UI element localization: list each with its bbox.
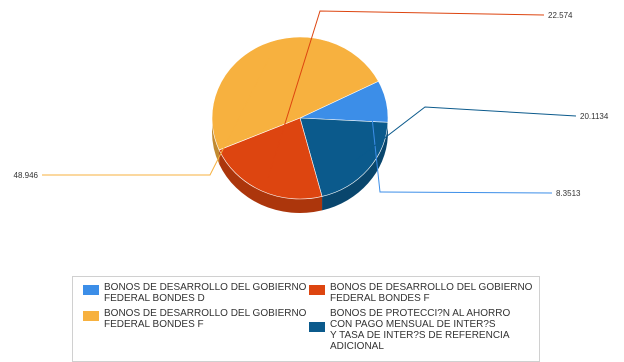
- legend-item-bondes-f-red: BONOS DE DESARROLLO DEL GOBIERNO FEDERAL…: [309, 282, 532, 304]
- data-label: 20.1134: [580, 112, 609, 121]
- leader-line: [370, 104, 553, 194]
- legend-item-bondes-f-yellow: BONOS DE DESARROLLO DEL GOBIERNO FEDERAL…: [83, 308, 306, 330]
- data-label: 8.3513: [556, 189, 581, 198]
- leader-line: [267, 10, 545, 178]
- data-labels: 8.3513 20.1134 22.574 48.946: [14, 11, 609, 198]
- pie-slice-side: [219, 149, 323, 213]
- leader-line: [355, 106, 577, 161]
- legend: BONOS DE DESARROLLO DEL GOBIERNO FEDERAL…: [72, 276, 540, 362]
- legend-swatch: [309, 285, 325, 295]
- legend-label: BONOS DE PROTECCI?N AL AHORRO CON PAGO M…: [330, 308, 511, 352]
- data-label: 22.574: [548, 11, 573, 20]
- legend-swatch: [83, 311, 99, 321]
- pie-slice-side: [322, 122, 388, 211]
- legend-swatch: [83, 285, 99, 295]
- leader-lines: [42, 10, 577, 194]
- legend-swatch: [309, 322, 325, 332]
- pie-slice: [211, 36, 379, 151]
- leader-line: [42, 57, 270, 176]
- legend-label: BONOS DE DESARROLLO DEL GOBIERNO FEDERAL…: [104, 308, 307, 330]
- pie-slices: [211, 36, 389, 200]
- data-label: 48.946: [14, 171, 39, 180]
- legend-label: BONOS DE DESARROLLO DEL GOBIERNO FEDERAL…: [330, 282, 533, 304]
- pie-slice: [299, 117, 389, 197]
- legend-label: BONOS DE DESARROLLO DEL GOBIERNO FEDERAL…: [104, 282, 307, 304]
- legend-item-bondes-d: BONOS DE DESARROLLO DEL GOBIERNO FEDERAL…: [83, 282, 306, 304]
- pie-slice: [218, 117, 323, 200]
- legend-item-bpa: BONOS DE PROTECCI?N AL AHORRO CON PAGO M…: [309, 308, 510, 352]
